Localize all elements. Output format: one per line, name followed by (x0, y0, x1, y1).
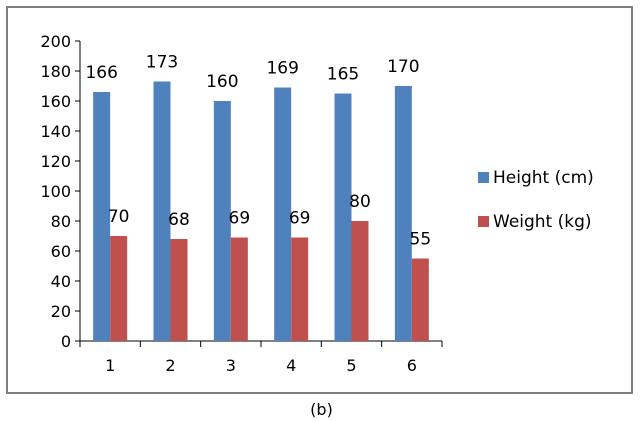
data-label: 80 (349, 192, 371, 212)
data-label: 166 (85, 63, 117, 83)
bar-weight (170, 239, 188, 341)
legend-label: Weight (kg) (493, 212, 592, 232)
data-label: 68 (168, 210, 190, 230)
bar-height (274, 87, 292, 341)
y-tick-label: 180 (40, 62, 71, 81)
data-label: 69 (289, 209, 311, 229)
y-tick-label: 60 (51, 242, 71, 261)
data-labels-group: 166 70 173 68 160 69 169 69 165 80 170 55 (85, 53, 431, 250)
bar-height (394, 86, 412, 341)
axes: 0 20 40 60 80 100 120 140 160 180 200 1 2 3 4 5 6 (40, 32, 443, 375)
data-label: 70 (108, 207, 130, 227)
x-tick-label: 1 (105, 356, 115, 375)
y-tick-label: 100 (40, 182, 71, 201)
data-label: 173 (146, 53, 178, 73)
y-tick-label: 80 (51, 212, 71, 231)
bars-group (93, 81, 429, 341)
bar-weight (291, 237, 309, 341)
x-tick-label: 6 (407, 356, 417, 375)
bar-weight (351, 221, 369, 341)
x-tick-label: 3 (226, 356, 236, 375)
bar-weight (110, 236, 128, 341)
y-tick-label: 140 (40, 122, 71, 141)
x-tick-label: 2 (165, 356, 175, 375)
y-tick-label: 160 (40, 92, 71, 111)
figure-caption: (b) (310, 400, 333, 419)
data-label: 165 (327, 65, 359, 85)
x-tick-label: 4 (286, 356, 296, 375)
bar-height (153, 81, 171, 341)
data-label: 55 (410, 230, 432, 250)
bar-weight (230, 237, 248, 341)
data-label: 160 (206, 72, 238, 92)
legend-swatch (478, 172, 489, 183)
x-tick-label: 5 (346, 356, 356, 375)
y-tick-label: 0 (61, 332, 71, 351)
legend: Height (cm) Weight (kg) (478, 168, 594, 232)
data-label: 170 (387, 57, 419, 77)
bar-height (334, 93, 352, 341)
y-tick-label: 120 (40, 152, 71, 171)
y-tick-label: 20 (51, 302, 71, 321)
data-label: 169 (266, 59, 298, 79)
y-tick-label: 40 (51, 272, 71, 291)
legend-swatch (478, 216, 489, 227)
bar-height (213, 101, 231, 341)
bar-weight (411, 258, 429, 341)
bar-height (93, 92, 111, 341)
data-label: 69 (229, 209, 251, 229)
y-tick-label: 200 (40, 32, 71, 51)
legend-label: Height (cm) (493, 168, 594, 188)
